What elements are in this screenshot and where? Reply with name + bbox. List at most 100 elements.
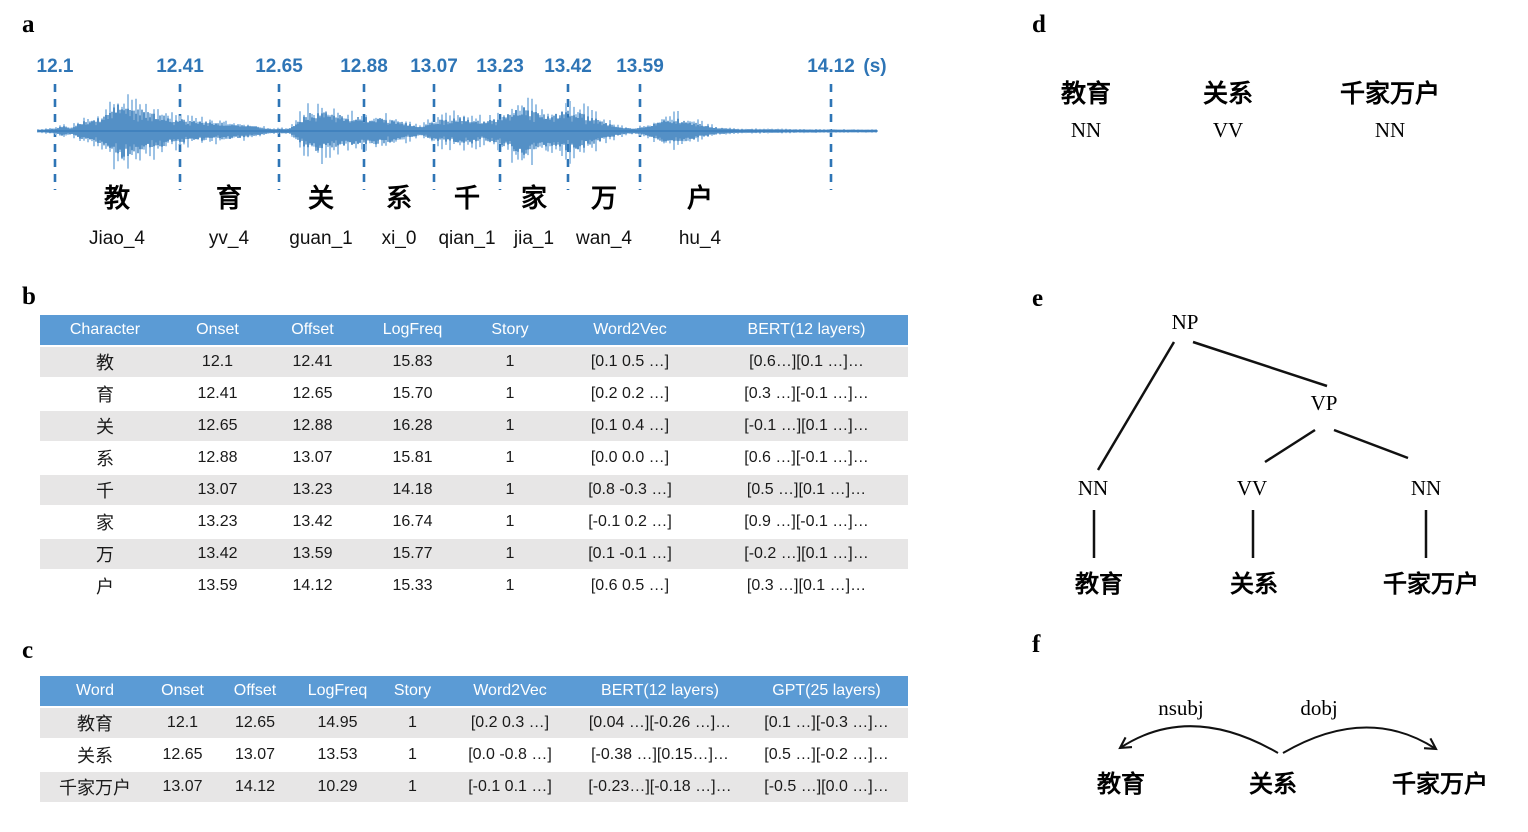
table-cell: 13.59: [265, 539, 360, 571]
table-cell: 13.07: [150, 772, 215, 804]
tree-node-label: NP: [1172, 310, 1199, 334]
time-tick-label: 13.07: [410, 56, 458, 77]
table-row: 关系 12.65 13.07 13.53 1 [0.0 -0.8 …] [-0.38 …][…: [40, 740, 908, 772]
panel-label-c: c: [22, 637, 34, 664]
column-header: Offset: [215, 676, 295, 708]
tree-leaf-word: 千家万户: [1383, 570, 1479, 598]
table-cell: [-0.1 0.1 …]: [445, 772, 575, 804]
table-cell: 15.77: [360, 539, 465, 571]
table-row: 系 12.88 13.07 15.81 1 [0.0 0.0 …] [0.6 …][-0.1…: [40, 443, 908, 475]
pinyin-label: xi_0: [382, 228, 417, 249]
column-header: LogFreq: [360, 315, 465, 347]
table-cell: 13.42: [170, 539, 265, 571]
table-cell: 12.65: [265, 379, 360, 411]
table-cell: 13.07: [265, 443, 360, 475]
time-tick-label: 13.59: [616, 56, 664, 77]
column-header: Onset: [150, 676, 215, 708]
table-cell: [0.9 …][-0.1 …]…: [705, 507, 908, 539]
table-cell: [0.2 0.3 …]: [445, 708, 575, 740]
table-cell: 万: [40, 539, 170, 571]
table-cell: 教育: [40, 708, 150, 740]
table-row: 千家万户 13.07 14.12 10.29 1 [-0.1 0.1 …] [-0.23…]…: [40, 772, 908, 804]
table-cell: [0.0 -0.8 …]: [445, 740, 575, 772]
tree-leaf-word: 关系: [1230, 571, 1278, 598]
panel-label-f: f: [1032, 631, 1041, 658]
character-label: 关: [308, 183, 334, 213]
table-row: 关 12.65 12.88 16.28 1 [0.1 0.4 …] [-0.1 …][0.1…: [40, 411, 908, 443]
table-cell: 13.42: [265, 507, 360, 539]
table-cell: [-0.5 …][0.0 …]…: [745, 772, 908, 804]
column-header: BERT(12 layers): [575, 676, 745, 708]
table-cell: 12.88: [265, 411, 360, 443]
time-tick-label: 14.12: [807, 56, 855, 77]
pinyin-label: guan_1: [289, 228, 352, 249]
time-tick-label: 13.23: [476, 56, 524, 77]
table-cell: [0.6…][0.1 …]…: [705, 347, 908, 379]
pinyin-label: jia_1: [513, 228, 554, 249]
pinyin-label: hu_4: [679, 228, 722, 249]
character-level-table: Character Onset Offset LogFreq Story Word2Vec…: [40, 315, 908, 603]
table-cell: 1: [465, 571, 555, 603]
table-header-row: Word Onset Offset LogFreq Story Word2Vec BERT(…: [40, 676, 908, 708]
table-cell: [-0.1 …][0.1 …]…: [705, 411, 908, 443]
table-cell: 13.07: [170, 475, 265, 507]
table-cell: 13.07: [215, 740, 295, 772]
table-cell: 1: [465, 443, 555, 475]
tree-edge: [1333, 428, 1409, 460]
tree-edge: [1264, 428, 1316, 464]
character-label: 千: [454, 183, 480, 213]
table-row: 家 13.23 13.42 16.74 1 [-0.1 0.2 …] [0.9 …][-0.…: [40, 507, 908, 539]
table-cell: [0.8 -0.3 …]: [555, 475, 705, 507]
table-cell: 关系: [40, 740, 150, 772]
tree-pos-label: NN: [1411, 476, 1441, 500]
table-cell: 16.74: [360, 507, 465, 539]
table-cell: [-0.23…][-0.18 …]…: [575, 772, 745, 804]
table-cell: 1: [465, 347, 555, 379]
character-label: 户: [687, 183, 713, 213]
table-cell: 12.41: [265, 347, 360, 379]
table-cell: 1: [465, 475, 555, 507]
table-row: 教 12.1 12.41 15.83 1 [0.1 0.5 …] [0.6…][0.1 …]…: [40, 347, 908, 379]
table-cell: 12.65: [170, 411, 265, 443]
pinyin-label: wan_4: [575, 228, 632, 249]
table-cell: 12.65: [150, 740, 215, 772]
time-tick-label: 12.1: [37, 56, 74, 77]
column-header: Onset: [170, 315, 265, 347]
table-cell: 13.59: [170, 571, 265, 603]
column-header: Word2Vec: [555, 315, 705, 347]
character-label: 家: [521, 183, 547, 213]
pinyin-label: Jiao_4: [89, 228, 145, 249]
table-cell: 系: [40, 443, 170, 475]
table-cell: 1: [380, 772, 445, 804]
table-cell: [0.1 -0.1 …]: [555, 539, 705, 571]
panel-label-a: a: [22, 11, 35, 38]
table-cell: [0.2 0.2 …]: [555, 379, 705, 411]
character-label: 教: [104, 183, 130, 213]
pos-word: 教育: [1060, 80, 1112, 108]
table-cell: 10.29: [295, 772, 380, 804]
table-cell: 15.83: [360, 347, 465, 379]
table-cell: [-0.38 …][0.15…]…: [575, 740, 745, 772]
table-row: 千 13.07 13.23 14.18 1 [0.8 -0.3 …] [0.5 …][0.1…: [40, 475, 908, 507]
tree-pos-label: NN: [1078, 476, 1108, 500]
table-cell: [0.6 0.5 …]: [555, 571, 705, 603]
dependency-word: 千家万户: [1392, 770, 1488, 798]
table-cell: [0.1 …][-0.3 …]…: [745, 708, 908, 740]
table-cell: 16.28: [360, 411, 465, 443]
pinyin-label: qian_1: [438, 228, 495, 249]
character-table-container: Character Onset Offset LogFreq Story Word2Vec…: [40, 315, 908, 603]
table-cell: [0.1 0.4 …]: [555, 411, 705, 443]
tree-edge: [1192, 340, 1328, 388]
table-cell: 千: [40, 475, 170, 507]
table-cell: 15.70: [360, 379, 465, 411]
table-cell: 教: [40, 347, 170, 379]
table-row: 育 12.41 12.65 15.70 1 [0.2 0.2 …] [0.3 …][-0.1…: [40, 379, 908, 411]
table-cell: [0.5 …][0.1 …]…: [705, 475, 908, 507]
table-row: 户 13.59 14.12 15.33 1 [0.6 0.5 …] [0.3 …][0.1 …: [40, 571, 908, 603]
tree-node-label: VP: [1311, 391, 1338, 415]
time-tick-label: 13.42: [544, 56, 592, 77]
dependency-arc-dobj: [1282, 726, 1438, 754]
pinyin-label: yv_4: [209, 228, 250, 249]
column-header: Word: [40, 676, 150, 708]
table-cell: 1: [380, 740, 445, 772]
